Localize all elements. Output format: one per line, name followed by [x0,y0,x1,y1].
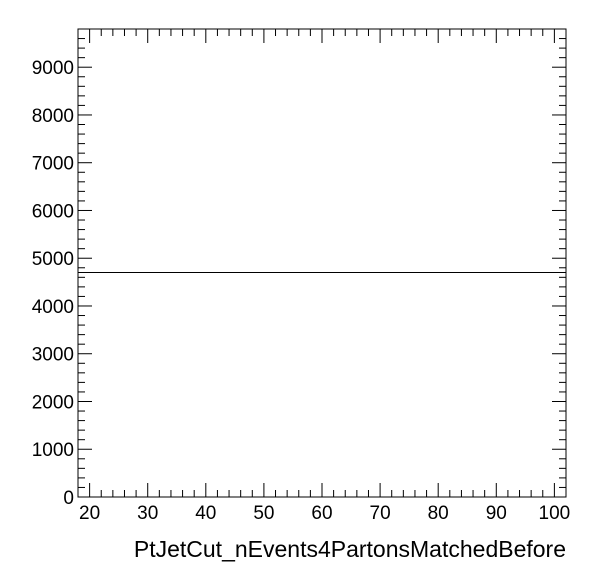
y-tick-label: 1000 [32,440,74,461]
y-tick-label: 7000 [32,154,74,175]
y-tick-label: 2000 [32,392,74,413]
x-tick-label: 70 [370,503,391,524]
y-axis-tick-labels: 0 1000 2000 3000 4000 5000 6000 7000 8000 9000 [32,58,74,509]
y-tick-label: 0 [63,488,74,509]
x-tick-label: 100 [539,503,571,524]
x-tick-label: 60 [311,503,332,524]
plot-frame [77,28,567,498]
y-tick-label: 8000 [32,106,74,127]
x-axis-ticks [77,29,567,497]
y-axis-ticks [78,28,566,498]
x-tick-label: 40 [195,503,216,524]
y-tick-label: 5000 [32,249,74,270]
y-tick-label: 4000 [32,297,74,318]
y-tick-label: 6000 [32,201,74,222]
x-tick-label: 90 [486,503,507,524]
x-tick-label: 30 [137,503,158,524]
x-tick-label: 50 [253,503,274,524]
x-tick-label: 20 [79,503,100,524]
x-axis-label: PtJetCut_nEvents4PartonsMatchedBefore [134,536,566,562]
y-tick-label: 9000 [32,58,74,79]
x-axis-tick-labels: 20 30 40 50 60 70 80 90 100 [79,503,570,524]
x-tick-label: 80 [428,503,449,524]
y-tick-label: 3000 [32,345,74,366]
